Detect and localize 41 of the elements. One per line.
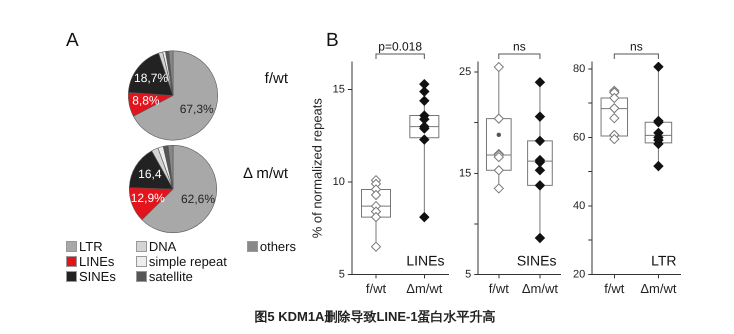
data-label: 12,9% [130,191,166,206]
data-label: 67,3% [180,102,214,116]
y-tick-label: 5 [338,268,345,280]
text: LTR [651,252,676,268]
y-tick-label: 10 [332,176,345,188]
x-tick-label: f/wt [366,280,386,296]
y-tick-label: 5 [465,268,472,280]
legend-label: SINEs [79,269,116,284]
text: ns [513,39,526,54]
y-tick-label: 15 [332,84,345,96]
legend-label: others [260,239,296,254]
legend-label: satellite [148,269,193,284]
text: LINEs [406,252,444,268]
y-tick-label: 80 [572,62,586,75]
text: Δ m/wt [242,165,288,182]
y-tick-label: 20 [572,268,586,280]
legend-label: LTR [79,239,103,254]
x-tick-label: Δm/wt [522,280,558,296]
legend-label: DNA [148,239,176,254]
y-tick-label: 60 [572,131,586,144]
x-tick-label: f/wt [604,280,625,296]
y-tick-label: 40 [572,200,586,212]
legend-label: LINEs [79,254,114,269]
x-tick-label: f/wt [488,280,510,296]
y-tick-label: 15 [458,167,472,180]
text: SINEs [516,252,556,268]
text: A [66,30,79,52]
caption: 图5 KDM1A删除导致LINE-1蛋白水平升高 [253,308,497,326]
text: B [326,30,339,52]
y-axis-title: % of normalized repeats [309,98,324,238]
data-label: 16,4 [138,167,162,182]
text: ns [630,39,643,54]
x-tick-label: Δm/wt [640,280,677,296]
x-tick-label: Δm/wt [406,280,443,296]
data-label: 62,6% [180,192,216,206]
data-label: 8,8% [132,94,160,108]
data-label: 18,7% [134,70,168,85]
y-tick-label: 25 [458,66,472,78]
text: f/wt [264,70,288,87]
legend-label: simple repeat [148,254,227,269]
text: p=0.018 [378,39,422,54]
